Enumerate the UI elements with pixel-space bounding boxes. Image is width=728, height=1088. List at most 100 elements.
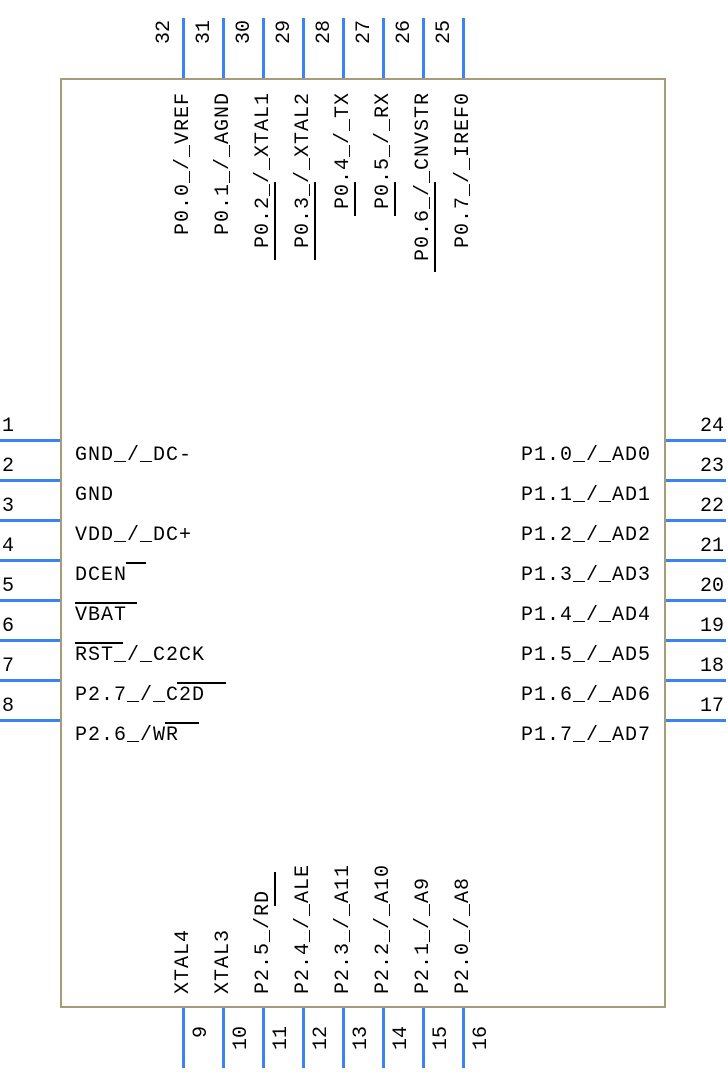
pin-stub-bottom (382, 1008, 385, 1068)
overline (126, 562, 146, 564)
pin-stub-bottom (262, 1008, 265, 1068)
pin-label: P2.1_/_A9 (412, 877, 435, 994)
pin-stub-top (422, 18, 425, 78)
pin-number: 2 (2, 455, 14, 478)
pin-label: P2.3_/_A11 (332, 864, 355, 994)
pin-label: DCEN (75, 564, 127, 587)
pin-stub-right (666, 559, 726, 562)
pin-stub-right (666, 679, 726, 682)
pin-number: 15 (430, 1026, 454, 1050)
pin-label: P1.3_/_AD3 (521, 564, 651, 587)
overline (75, 602, 137, 604)
pin-label: VBAT (75, 604, 127, 627)
pin-label: P0.4_/_TX (332, 92, 355, 209)
pin-stub-bottom (342, 1008, 345, 1068)
pin-number: 17 (700, 695, 724, 718)
pin-number: 14 (390, 1026, 414, 1050)
pin-stub-top (462, 18, 465, 78)
pin-label: XTAL4 (172, 929, 195, 994)
pin-label: P0.2_/_XTAL1 (252, 92, 275, 248)
pin-stub-right (666, 639, 726, 642)
pin-label: P2.5_/RD (252, 890, 275, 994)
pin-number: 1 (2, 415, 14, 438)
pin-label: GND (75, 484, 114, 507)
pin-number: 19 (700, 615, 724, 638)
pin-label: P2.4_/_ALE (292, 864, 315, 994)
pin-label: P0.7_/_IREF0 (452, 92, 475, 248)
pin-number: 31 (193, 20, 217, 44)
pin-number: 4 (2, 535, 14, 558)
pin-label: XTAL3 (212, 929, 235, 994)
overline (274, 872, 276, 906)
pin-label: P1.0_/_AD0 (521, 444, 651, 467)
pin-number: 18 (700, 655, 724, 678)
pin-number: 32 (153, 20, 177, 44)
overline (354, 182, 356, 216)
pin-stub-left (0, 639, 60, 642)
pin-number: 6 (2, 615, 14, 638)
pin-number: 27 (353, 20, 377, 44)
pin-stub-bottom (422, 1008, 425, 1068)
pin-number: 7 (2, 655, 14, 678)
pin-number: 21 (700, 535, 724, 558)
pin-label: P0.0_/_VREF (172, 92, 195, 235)
pin-label: P1.7_/_AD7 (521, 724, 651, 747)
pin-stub-top (342, 18, 345, 78)
pin-label: P2.2_/_A10 (372, 864, 395, 994)
pin-stub-right (666, 439, 726, 442)
pin-label: P0.3_/_XTAL2 (292, 92, 315, 248)
pin-label: P0.5_/_RX (372, 92, 395, 209)
pin-number: 10 (230, 1026, 254, 1050)
overline (434, 182, 436, 272)
pin-label: GND_/_DC- (75, 444, 192, 467)
overline (394, 182, 396, 216)
pin-stub-right (666, 599, 726, 602)
pin-label: RST_/_C2CK (75, 644, 205, 667)
pin-number: 26 (393, 20, 417, 44)
overline (314, 182, 316, 260)
pin-number: 23 (700, 455, 724, 478)
pin-stub-left (0, 719, 60, 722)
pin-number: 3 (2, 495, 14, 518)
pin-label: P1.6_/_AD6 (521, 684, 651, 707)
overline (75, 642, 123, 644)
pin-stub-bottom (302, 1008, 305, 1068)
pin-label: P1.5_/_AD5 (521, 644, 651, 667)
pin-number: 8 (2, 695, 14, 718)
pin-label: P0.6_/_CNVSTR (412, 92, 435, 261)
pin-number: 9 (190, 1026, 214, 1038)
pin-number: 16 (470, 1026, 494, 1050)
pin-label: P2.6_/WR (75, 724, 179, 747)
pin-label: P1.1_/_AD1 (521, 484, 651, 507)
pin-number: 5 (2, 575, 14, 598)
pin-stub-left (0, 679, 60, 682)
pin-number: 24 (700, 415, 724, 438)
pin-stub-top (302, 18, 305, 78)
pin-label: P2.7_/_C2D (75, 684, 205, 707)
pin-stub-bottom (222, 1008, 225, 1068)
overline (165, 722, 199, 724)
pin-label: P1.2_/_AD2 (521, 524, 651, 547)
pin-stub-bottom (182, 1008, 185, 1068)
pin-number: 13 (350, 1026, 374, 1050)
pin-number: 11 (270, 1026, 294, 1050)
pin-stub-top (222, 18, 225, 78)
pin-stub-top (262, 18, 265, 78)
overline (274, 182, 276, 260)
pin-number: 12 (310, 1026, 334, 1050)
pin-stub-left (0, 599, 60, 602)
pin-number: 22 (700, 495, 724, 518)
pin-stub-top (382, 18, 385, 78)
pin-stub-left (0, 519, 60, 522)
overline (177, 682, 226, 684)
pin-stub-right (666, 719, 726, 722)
pin-label: P2.0_/_A8 (452, 877, 475, 994)
pin-label: VDD_/_DC+ (75, 524, 192, 547)
pin-stub-left (0, 479, 60, 482)
pin-stub-top (182, 18, 185, 78)
pin-number: 25 (433, 20, 457, 44)
pin-stub-bottom (462, 1008, 465, 1068)
pin-label: P0.1_/_AGND (212, 92, 235, 235)
pin-number: 20 (700, 575, 724, 598)
pin-number: 30 (233, 20, 257, 44)
